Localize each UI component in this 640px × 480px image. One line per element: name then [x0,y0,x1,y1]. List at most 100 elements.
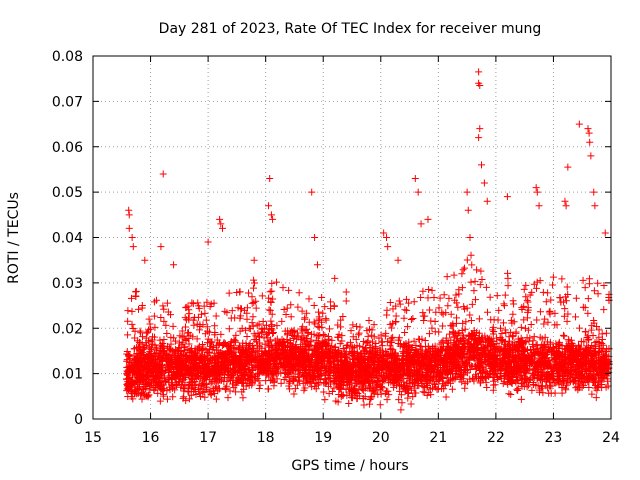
data-point [339,344,347,352]
data-point [245,324,253,332]
data-point [550,355,558,363]
data-point [346,338,354,346]
data-point [321,303,329,311]
data-point [370,333,378,341]
data-point [453,354,461,362]
data-point [442,334,450,342]
data-point [311,342,319,350]
data-point [234,304,242,312]
data-point [442,393,450,401]
data-point [522,293,530,301]
data-point [429,344,437,352]
data-point [282,310,290,318]
data-point [268,279,276,287]
data-point [259,328,267,336]
data-point [468,261,476,269]
data-point [404,389,412,397]
data-point [256,381,264,389]
data-point [461,366,469,374]
data-point [445,294,453,302]
data-point [265,294,273,302]
data-point [238,324,246,332]
data-point [364,337,372,345]
data-point [594,384,602,392]
data-point [194,299,202,307]
data-point [562,386,570,394]
data-point [421,312,429,320]
data-point [499,319,507,327]
data-point [466,311,474,319]
data-point [549,344,557,352]
data-point [478,276,486,284]
data-point [252,337,260,345]
data-point [530,333,538,341]
data-point [319,309,327,317]
data-point [327,305,335,313]
data-point [502,329,510,337]
data-point [460,333,468,341]
data-point [510,356,518,364]
data-point [225,289,233,297]
data-point [211,322,219,330]
data-point [294,370,302,378]
data-point [595,326,603,334]
data-point [352,335,360,343]
data-point [501,340,509,348]
data-point [372,384,380,392]
data-point [160,305,168,313]
data-point [124,307,132,315]
data-point [295,289,303,297]
data-point [524,308,532,316]
data-point [206,342,214,350]
data-point [133,350,141,358]
data-point [366,370,374,378]
data-point [544,384,552,392]
data-point [259,318,267,326]
data-point [555,338,563,346]
data-point [339,392,347,400]
data-point [150,312,158,320]
data-point [376,358,384,366]
data-point [419,382,427,390]
data-point [494,316,502,324]
data-point [180,387,188,395]
data-point [179,394,187,402]
data-point [560,332,568,340]
data-point [581,284,589,292]
data-point [143,329,151,337]
data-point [314,332,322,340]
data-point [579,276,587,284]
data-point [336,340,344,348]
data-point [204,335,212,343]
data-point [523,296,531,304]
data-point [361,344,369,352]
data-point [268,310,276,318]
data-point [377,390,385,398]
data-point [248,299,256,307]
data-point [201,393,209,401]
data-point [131,378,139,386]
data-point [334,333,342,341]
data-point [400,314,408,322]
data-point [271,342,279,350]
data-point [383,306,391,314]
data-point [596,370,604,378]
data-point [546,378,554,386]
data-point [243,304,251,312]
data-point [293,381,301,389]
data-point [535,388,543,396]
data-point [322,315,330,323]
data-point [152,346,160,354]
data-point [428,324,436,332]
data-point [269,371,277,379]
data-point [428,286,436,294]
data-point [159,347,167,355]
data-point [250,276,258,284]
data-point [212,395,220,403]
data-point [509,297,517,305]
data-point [256,333,264,341]
data-point [211,384,219,392]
data-point [156,397,164,405]
data-point [239,394,247,402]
data-point [370,321,378,329]
